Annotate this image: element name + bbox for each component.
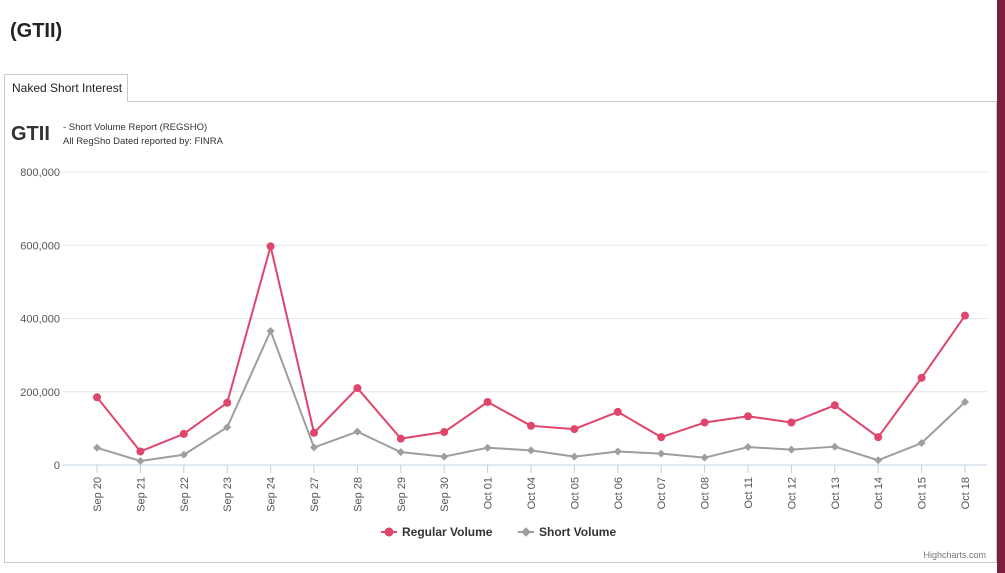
x-tick-label: Oct 04	[526, 477, 538, 509]
y-axis-labels: 0 200,000 400,000 600,000 800,000	[20, 167, 60, 472]
data-point-regular[interactable]	[310, 428, 318, 437]
chart-subtitle-line2: All RegSho Dated reported by: FINRA	[63, 136, 224, 147]
data-point-short[interactable]	[310, 443, 318, 452]
data-point-regular[interactable]	[744, 412, 752, 421]
data-point-regular[interactable]	[917, 373, 926, 382]
x-tick-label: Sep 24	[266, 477, 278, 512]
y-tick-label: 400,000	[20, 314, 60, 326]
series-line-regular	[96, 245, 966, 453]
x-tick-label: Sep 22	[179, 477, 191, 512]
accent-bar	[997, 0, 1005, 573]
data-point-short[interactable]	[440, 452, 449, 461]
chart-subtitle-line1: - Short Volume Report (REGSHO)	[63, 122, 207, 133]
short-volume-chart: GTII - Short Volume Report (REGSHO) All …	[11, 122, 987, 560]
data-point-short[interactable]	[527, 446, 535, 455]
x-tick-label: Oct 13	[830, 477, 842, 509]
x-tick-label: Oct 12	[786, 477, 798, 509]
data-point-regular[interactable]	[353, 384, 362, 393]
x-tick-label: Sep 23	[222, 477, 234, 512]
data-point-regular[interactable]	[266, 242, 275, 251]
data-point-short[interactable]	[179, 450, 188, 459]
x-tick-label: Oct 07	[656, 477, 668, 509]
data-point-regular[interactable]	[700, 418, 709, 427]
data-point-regular[interactable]	[830, 401, 839, 410]
data-point-short[interactable]	[961, 398, 969, 407]
y-tick-label: 0	[54, 460, 60, 472]
x-tick-label: Oct 14	[873, 477, 885, 509]
data-point-short[interactable]	[570, 452, 579, 461]
x-tick-label: Oct 05	[569, 477, 581, 509]
data-point-short[interactable]	[93, 443, 101, 452]
y-tick-label: 600,000	[20, 240, 60, 252]
legend: Regular Volume Short Volume	[381, 525, 616, 539]
data-point-regular[interactable]	[613, 407, 622, 416]
data-point-regular[interactable]	[527, 421, 535, 430]
data-point-short[interactable]	[483, 443, 492, 452]
data-point-regular[interactable]	[961, 311, 969, 320]
page-title: (GTII)	[10, 20, 63, 42]
x-tick-label: Oct 15	[917, 477, 929, 509]
data-point-regular[interactable]	[136, 447, 145, 456]
data-point-regular[interactable]	[179, 429, 188, 438]
data-point-regular[interactable]	[223, 398, 232, 407]
data-point-regular[interactable]	[874, 433, 883, 442]
legend-label-regular: Regular Volume	[402, 525, 493, 539]
chart-panel: GTII - Short Volume Report (REGSHO) All …	[4, 101, 997, 563]
legend-item-short[interactable]: Short Volume	[518, 525, 616, 539]
x-tick-label: Oct 06	[613, 477, 625, 509]
data-point-short[interactable]	[744, 443, 752, 452]
series-markers[interactable]	[93, 242, 969, 465]
data-point-short[interactable]	[874, 456, 883, 465]
legend-marker-short	[521, 527, 531, 537]
x-tick-label: Oct 18	[960, 477, 972, 509]
data-point-short[interactable]	[787, 445, 796, 454]
data-point-regular[interactable]	[657, 433, 666, 442]
y-tick-label: 200,000	[20, 387, 60, 399]
chart-title: GTII	[11, 123, 50, 145]
grid-lines	[63, 171, 987, 466]
data-point-short[interactable]	[353, 427, 362, 436]
y-tick-label: 800,000	[20, 167, 60, 179]
x-tick-label: Sep 27	[309, 477, 321, 512]
x-axis-labels: Sep 20 Sep 21 Sep 22 Sep 23 Sep 24 Sep 27 Sep …	[92, 465, 972, 512]
data-point-short[interactable]	[613, 447, 622, 456]
legend-item-regular[interactable]: Regular Volume	[381, 525, 493, 539]
x-tick-label: Sep 20	[92, 477, 104, 512]
legend-marker-regular	[384, 527, 394, 537]
data-point-short[interactable]	[657, 449, 666, 458]
tab-naked-short-interest[interactable]: Naked Short Interest	[4, 74, 128, 102]
data-point-regular[interactable]	[440, 428, 449, 437]
x-tick-label: Sep 21	[135, 477, 147, 512]
data-point-regular[interactable]	[570, 425, 579, 434]
series-line-short	[96, 329, 966, 462]
data-point-short[interactable]	[830, 442, 839, 451]
data-point-regular[interactable]	[787, 418, 796, 427]
x-tick-label: Sep 30	[439, 477, 451, 512]
data-point-short[interactable]	[223, 423, 232, 432]
data-point-regular[interactable]	[93, 393, 101, 402]
x-tick-label: Oct 08	[700, 477, 712, 509]
legend-label-short: Short Volume	[539, 525, 616, 539]
x-tick-label: Sep 29	[396, 477, 408, 512]
chart-credit[interactable]: Highcharts.com	[923, 550, 986, 560]
x-tick-label: Oct 11	[743, 477, 755, 509]
x-tick-label: Sep 28	[352, 477, 364, 512]
data-point-short[interactable]	[266, 326, 275, 335]
data-point-regular[interactable]	[396, 434, 405, 443]
data-point-short[interactable]	[917, 439, 926, 448]
data-point-regular[interactable]	[483, 398, 492, 407]
x-tick-label: Oct 01	[483, 477, 495, 509]
data-point-short[interactable]	[396, 448, 405, 457]
data-point-short[interactable]	[700, 453, 709, 462]
data-point-short[interactable]	[136, 456, 145, 465]
